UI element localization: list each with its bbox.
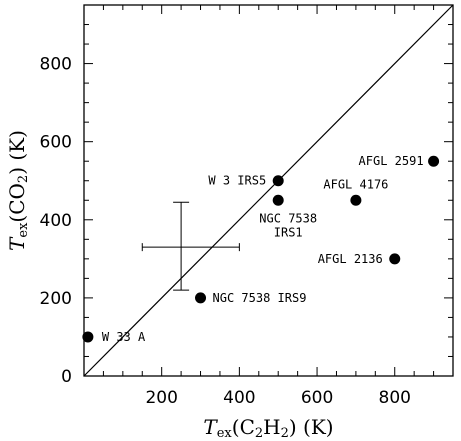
plot-frame xyxy=(83,4,454,377)
x-tick-label: 800 xyxy=(379,388,411,408)
data-point xyxy=(195,292,207,304)
point-label: W 33 A xyxy=(102,330,146,344)
data-point xyxy=(272,194,284,206)
x-tick-label: 400 xyxy=(223,388,255,408)
x-tick-label: 600 xyxy=(301,388,333,408)
one-to-one-line xyxy=(83,4,454,377)
point-label: AFGL 2136 xyxy=(318,252,383,266)
point-label: W 3 IRS5 xyxy=(208,174,266,188)
y-axis-title: Tex(CO2) (K) xyxy=(5,130,31,251)
x-tick-label: 200 xyxy=(145,388,177,408)
y-tick-label: 800 xyxy=(40,55,72,75)
axis-titles: Tex(C2H2) (K) Tex(CO2) (K) xyxy=(5,130,334,441)
point-label: AFGL 4176 xyxy=(323,177,388,191)
point-label: AFGL 2591 xyxy=(359,154,424,168)
plot-border xyxy=(83,4,454,377)
reference-line-group xyxy=(83,4,454,377)
y-tick-label: 400 xyxy=(40,211,72,231)
y-tick-label: 0 xyxy=(61,367,72,387)
data-point xyxy=(272,175,284,187)
y-tick-label: 600 xyxy=(40,133,72,153)
error-bar-group xyxy=(141,201,240,291)
point-label: NGC 7538 xyxy=(259,211,317,225)
point-label-line2: IRS1 xyxy=(274,225,303,239)
data-point xyxy=(82,331,94,343)
data-points xyxy=(82,155,440,343)
data-point xyxy=(389,253,401,265)
data-point xyxy=(350,194,362,206)
y-tick-label: 200 xyxy=(40,289,72,309)
data-point xyxy=(428,155,440,167)
point-label: NGC 7538 IRS9 xyxy=(213,291,307,305)
x-axis-title: Tex(C2H2) (K) xyxy=(203,415,333,441)
axis-ticks: 200 400 600 800 0 200 400 600 800 xyxy=(40,4,454,408)
